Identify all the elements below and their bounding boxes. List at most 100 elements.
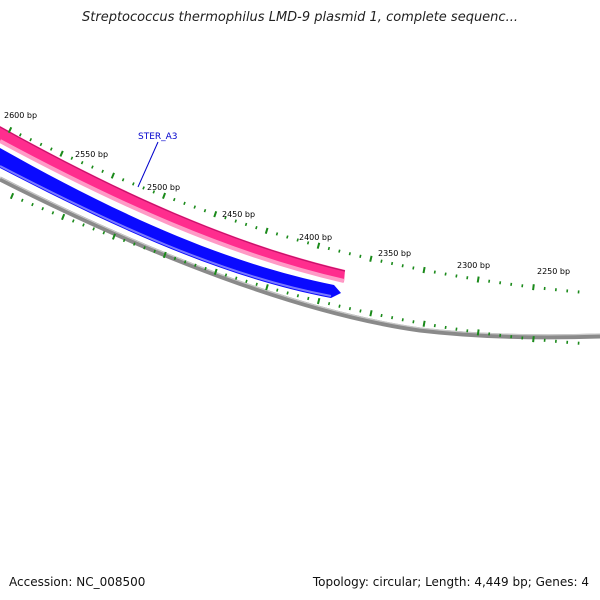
scale-tick xyxy=(327,302,331,306)
cds-feature-blue-edge xyxy=(0,165,332,297)
scale-tick xyxy=(49,147,53,151)
scale-label: 2450 bp xyxy=(222,210,255,219)
scale-tick xyxy=(264,227,269,235)
scale-tick xyxy=(532,336,535,343)
scale-tick xyxy=(183,201,186,206)
scale-tick xyxy=(41,207,45,211)
scale-tick xyxy=(172,197,176,202)
scale-tick xyxy=(316,242,321,249)
scale-tick xyxy=(276,288,279,292)
scale-tick xyxy=(444,272,447,276)
scale-tick xyxy=(255,225,258,230)
scale-tick xyxy=(82,223,85,227)
backbone-arc-highlight xyxy=(0,176,600,336)
scale-tick xyxy=(133,242,136,246)
scale-tick xyxy=(31,202,34,207)
scale-tick xyxy=(244,222,248,227)
scale-tick xyxy=(390,261,394,266)
accession-label: Accession: NC_008500 xyxy=(9,575,146,589)
scale-tick xyxy=(338,304,341,308)
scale-tick xyxy=(327,246,331,251)
scale-tick xyxy=(380,259,383,263)
scale-tick xyxy=(412,320,415,324)
scale-tick xyxy=(71,219,75,223)
scale-tick xyxy=(401,318,404,322)
scale-tick xyxy=(476,276,480,283)
scale-tick xyxy=(422,266,426,274)
scale-tick xyxy=(162,251,167,259)
scale-tick xyxy=(234,219,237,223)
scale-tick xyxy=(224,215,227,220)
scale-tick xyxy=(143,246,146,250)
gene-label-leader xyxy=(137,141,159,188)
feature-pink-top-edge xyxy=(0,126,346,272)
scale-tick xyxy=(348,306,352,311)
scale-tick xyxy=(193,205,196,209)
scale-label: 2400 bp xyxy=(299,233,332,242)
scale-tick xyxy=(433,324,436,328)
scale-tick xyxy=(91,165,94,169)
scale-tick xyxy=(110,172,115,179)
scale-tick xyxy=(153,249,156,254)
topology-summary: Topology: circular; Length: 4,449 bp; Ge… xyxy=(312,575,589,589)
feature-pink-edge xyxy=(0,139,345,283)
scale-tick xyxy=(9,192,15,200)
scale-tick xyxy=(102,231,106,235)
scale-tick xyxy=(296,294,300,298)
scale-tick xyxy=(286,235,289,239)
scale-label: 2250 bp xyxy=(537,267,570,276)
scale-label: 2600 bp xyxy=(4,111,37,120)
scale-tick xyxy=(433,270,436,274)
gene-label-ster-a3: STER_A3 xyxy=(138,132,178,142)
scale-tick xyxy=(162,192,167,199)
scale-tick xyxy=(152,190,156,194)
scale-tick xyxy=(532,284,535,291)
scale-tick xyxy=(92,227,95,231)
scale-tick xyxy=(265,284,269,291)
scale-tick xyxy=(422,320,426,327)
scale-tick xyxy=(369,310,373,317)
scale-tick xyxy=(61,213,66,221)
scale-tick xyxy=(338,249,341,253)
scale-tick xyxy=(173,256,177,261)
scale-label: 2550 bp xyxy=(75,150,108,159)
scale-tick xyxy=(203,208,207,213)
scale-tick xyxy=(296,238,299,242)
scale-tick xyxy=(70,156,74,160)
scale-tick xyxy=(142,186,145,190)
scale-tick xyxy=(286,291,289,295)
scale-tick xyxy=(39,142,43,147)
scale-tick xyxy=(18,133,22,137)
scale-tick xyxy=(476,329,480,336)
scale-tick xyxy=(255,282,258,286)
scale-tick xyxy=(401,264,404,268)
scale-tick xyxy=(224,273,228,277)
scale-tick xyxy=(132,182,135,186)
scale-label: 2500 bp xyxy=(147,183,180,192)
scale-tick xyxy=(122,238,126,243)
scale-tick xyxy=(59,150,64,157)
scale-label: 2300 bp xyxy=(457,261,490,270)
scale-tick xyxy=(359,309,362,313)
scale-tick xyxy=(307,296,310,301)
scale-tick xyxy=(380,313,383,318)
scale-ticks-outer xyxy=(7,126,580,294)
scale-tick xyxy=(391,316,394,320)
scale-tick xyxy=(316,297,321,305)
scale-tick xyxy=(204,266,207,271)
scale-tick xyxy=(80,160,84,165)
scale-tick xyxy=(194,263,197,267)
scale-tick xyxy=(306,241,310,245)
scale-tick xyxy=(213,211,218,218)
scale-tick xyxy=(369,255,373,262)
scale-tick xyxy=(20,198,24,202)
cds-feature-blue xyxy=(0,148,341,298)
scale-label: 2350 bp xyxy=(378,249,411,258)
scale-tick xyxy=(51,211,55,215)
scale-tick xyxy=(29,137,33,142)
scale-tick xyxy=(183,260,187,264)
scale-tick xyxy=(348,252,351,256)
scale-tick xyxy=(121,178,125,182)
backbone-arc xyxy=(0,176,600,340)
